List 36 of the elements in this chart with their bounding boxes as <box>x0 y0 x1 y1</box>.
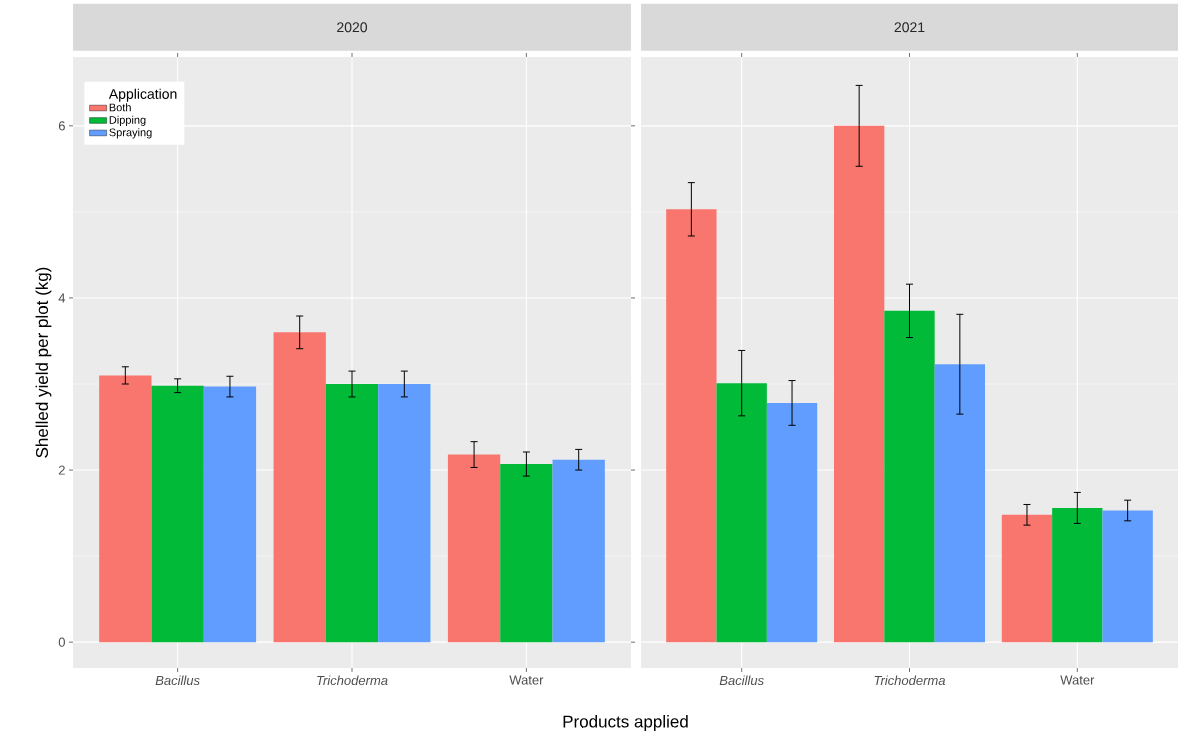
y-tick-label: 0 <box>58 637 65 647</box>
x-axis-title: Products applied <box>563 715 688 731</box>
y-axis-title: Shelled yield per plot (kg) <box>35 267 52 458</box>
y-tick-label: 6 <box>58 121 65 131</box>
bar <box>1001 514 1053 643</box>
x-tick-label: Trichoderma <box>874 675 946 686</box>
bar <box>884 310 935 643</box>
bar <box>325 384 379 643</box>
bar <box>273 332 326 643</box>
x-tick-label: Trichoderma <box>317 675 388 686</box>
y-tick-label: 4 <box>58 293 66 303</box>
bar <box>203 386 257 643</box>
chart-title: 2020 <box>337 22 368 33</box>
legend-label: Spraying <box>109 128 152 139</box>
bar <box>766 402 818 643</box>
x-tick-label: Water <box>1060 675 1095 685</box>
bar <box>378 384 431 643</box>
bar <box>666 209 717 643</box>
x-tick-label: Bacillus <box>155 675 200 686</box>
bar <box>151 385 204 643</box>
bar <box>500 464 553 643</box>
bar <box>1052 507 1103 643</box>
bar <box>447 454 501 643</box>
chart-title: 2021 <box>894 22 925 33</box>
legend-title: Application <box>108 88 177 102</box>
bar <box>934 364 986 643</box>
y-tick-label: 2 <box>58 465 65 475</box>
bar <box>716 383 767 643</box>
bar <box>99 375 152 643</box>
legend-label: Both <box>109 103 131 112</box>
x-tick-label: Bacillus <box>719 675 764 686</box>
x-tick-label: Water <box>509 675 544 685</box>
bar <box>1102 510 1153 643</box>
bar <box>833 125 885 643</box>
bar <box>552 459 605 643</box>
legend-label: Dipping <box>109 115 146 126</box>
